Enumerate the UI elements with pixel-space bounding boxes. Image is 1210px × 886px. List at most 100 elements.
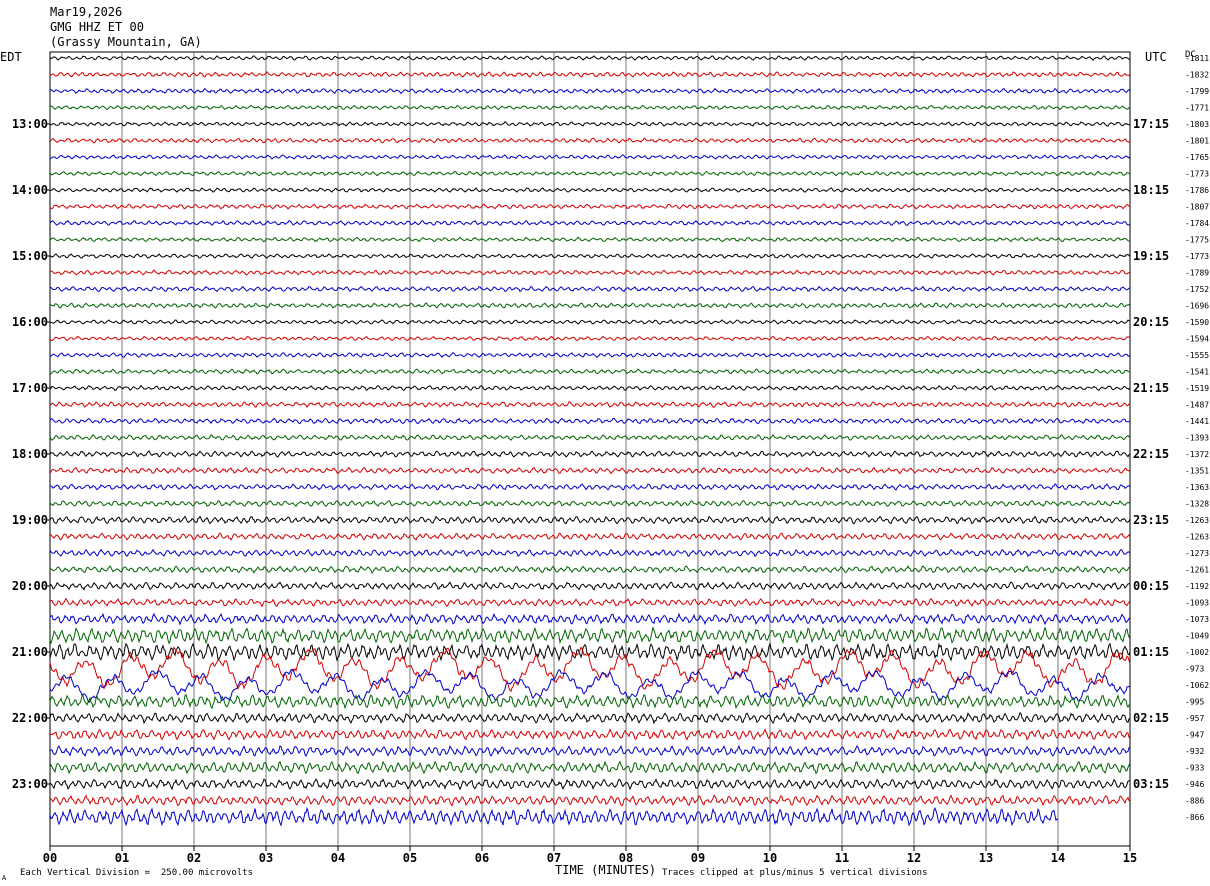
right-hour-label: 17:15 — [1133, 117, 1169, 131]
seismic-trace — [49, 434, 1131, 441]
x-tick-label: 14 — [1051, 851, 1065, 865]
seismic-trace — [49, 219, 1131, 226]
seismic-trace — [49, 154, 1131, 160]
right-timezone-label: UTC — [1145, 50, 1167, 64]
left-hour-label: 21:00 — [12, 645, 48, 659]
seismic-trace — [49, 401, 1131, 409]
dc-offset-label: -1803 — [1185, 120, 1209, 129]
seismic-trace — [49, 668, 1131, 704]
seismic-trace — [49, 87, 1131, 95]
seismic-trace — [49, 253, 1131, 259]
x-tick-label: 10 — [763, 851, 777, 865]
seismic-trace — [49, 368, 1131, 375]
dc-offset-label: -1363 — [1185, 483, 1209, 492]
seismic-trace — [49, 187, 1131, 193]
dc-offset-label: -1765 — [1185, 153, 1209, 162]
right-hour-label: 23:15 — [1133, 513, 1169, 527]
seismic-trace — [49, 728, 1131, 741]
dc-offset-label: -1192 — [1185, 582, 1209, 591]
dc-offset-label: -1351 — [1185, 467, 1209, 476]
right-hour-label: 22:15 — [1133, 447, 1169, 461]
dc-offset-label: -946 — [1185, 780, 1204, 789]
x-tick-label: 08 — [619, 851, 633, 865]
x-tick-label: 03 — [259, 851, 273, 865]
dc-offset-label: -1775 — [1185, 236, 1209, 245]
seismic-trace — [49, 646, 1131, 693]
seismic-trace — [49, 417, 1131, 425]
left-hour-label: 15:00 — [12, 249, 48, 263]
x-tick-label: 06 — [475, 851, 489, 865]
seismic-trace — [49, 384, 1131, 392]
dc-offset-label: -947 — [1185, 731, 1204, 740]
dc-offset-label: -1519 — [1185, 384, 1209, 393]
x-tick-label: 07 — [547, 851, 561, 865]
x-tick-label: 12 — [907, 851, 921, 865]
left-hour-label: 19:00 — [12, 513, 48, 527]
x-tick-label: 13 — [979, 851, 993, 865]
seismic-trace — [49, 71, 1131, 78]
left-hour-label: 18:00 — [12, 447, 48, 461]
dc-header-label: DC — [1185, 50, 1196, 60]
dc-offset-label: -1590 — [1185, 318, 1209, 327]
seismic-trace — [49, 626, 1131, 645]
dc-offset-label: -1372 — [1185, 450, 1209, 459]
seismic-trace — [49, 104, 1131, 111]
x-tick-label: 09 — [691, 851, 705, 865]
seismic-trace — [49, 597, 1131, 608]
right-hour-label: 02:15 — [1133, 711, 1169, 725]
seismic-trace — [49, 693, 1131, 710]
left-hour-label: 14:00 — [12, 183, 48, 197]
seismic-trace — [49, 564, 1131, 574]
dc-offset-label: -1807 — [1185, 203, 1209, 212]
dc-offset-label: -1696 — [1185, 302, 1209, 311]
x-tick-label: 11 — [835, 851, 849, 865]
seismic-trace — [49, 285, 1131, 293]
seismic-trace — [49, 269, 1131, 276]
date-label: Mar19,2026 — [50, 5, 123, 19]
dc-offset-label: -1771 — [1185, 104, 1209, 113]
dc-offset-label: -1799 — [1185, 87, 1209, 96]
right-hour-label: 18:15 — [1133, 183, 1169, 197]
x-tick-label: 00 — [43, 851, 57, 865]
seismic-trace — [49, 548, 1131, 558]
dc-offset-label: -1594 — [1185, 335, 1209, 344]
seismic-trace — [49, 55, 1131, 62]
dc-offset-label: -995 — [1185, 698, 1204, 707]
seismic-trace — [49, 744, 1131, 758]
seismic-trace — [49, 778, 1130, 791]
seismic-trace — [49, 236, 1131, 243]
seismic-trace — [49, 532, 1131, 541]
dc-offset-label: -1073 — [1185, 615, 1209, 624]
dc-offset-label: -1786 — [1185, 186, 1209, 195]
seismic-trace — [49, 137, 1131, 144]
dc-offset-label: -957 — [1185, 714, 1204, 723]
seismic-trace — [49, 203, 1131, 210]
seismic-trace — [49, 170, 1131, 177]
left-timezone-label: EDT — [0, 50, 22, 64]
corner-mark: A — [2, 874, 7, 882]
station-label: GMG HHZ ET 00 — [50, 20, 144, 34]
dc-offset-label: -1541 — [1185, 368, 1209, 377]
seismic-trace — [49, 711, 1131, 725]
x-tick-label: 01 — [115, 851, 129, 865]
seismic-trace — [49, 515, 1131, 525]
seismic-trace — [49, 483, 1131, 491]
left-hour-label: 16:00 — [12, 315, 48, 329]
dc-offset-label: -933 — [1185, 764, 1204, 773]
left-hour-label: 23:00 — [12, 777, 48, 791]
dc-offset-label: -1773 — [1185, 252, 1209, 261]
dc-offset-label: -1441 — [1185, 417, 1209, 426]
dc-offset-label: -1062 — [1185, 681, 1209, 690]
seismic-trace — [49, 319, 1131, 325]
seismic-trace — [49, 581, 1131, 591]
dc-offset-label: -1832 — [1185, 71, 1209, 80]
x-axis-title: TIME (MINUTES) — [555, 863, 657, 877]
dc-offset-label: -1773 — [1185, 170, 1209, 179]
location-label: (Grassy Mountain, GA) — [50, 35, 202, 49]
clip-note: Traces clipped at plus/minus 5 vertical … — [662, 868, 928, 878]
seismic-trace — [49, 302, 1131, 309]
dc-offset-label: -1263 — [1185, 516, 1209, 525]
right-hour-label: 01:15 — [1133, 645, 1169, 659]
x-tick-label: 05 — [403, 851, 417, 865]
